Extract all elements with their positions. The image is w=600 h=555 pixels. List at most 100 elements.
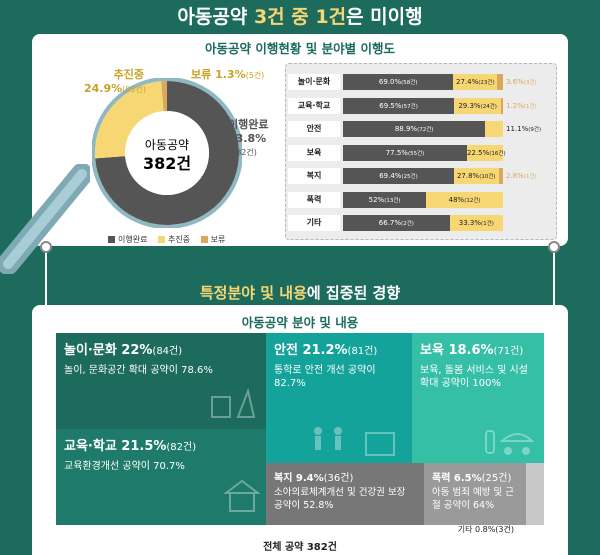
bar-count-label: (72건): [417, 127, 434, 133]
bar-segment-done: 69.4%(25건): [343, 168, 455, 184]
legend-swatch-progress: [158, 236, 165, 243]
donut-center-label: 아동공약: [145, 137, 189, 152]
bar-progress-count-label: (9건): [528, 127, 542, 133]
donut-center-value: 382건: [143, 154, 191, 173]
tile-safety-unit: (81건): [347, 346, 378, 357]
section-title-rest: 에 집중된 경향: [306, 284, 401, 302]
stacked-bar-chart: 놀이·문화 69.0%(58건) 27.4%(23건) 3.6%(3건) 교육·학교 69…: [285, 63, 557, 240]
tile-safety-title: 안전 21.2%: [274, 343, 348, 358]
bar-count-label: (23건): [478, 80, 495, 86]
other-label: 기타 0.8%(3건): [457, 525, 514, 534]
bar-count-label: (24건): [480, 103, 497, 110]
category-panel: 아동공약 분야 및 내용 놀이·문화 22%(84건) 놀이, 문화공간 확대 …: [32, 305, 568, 555]
tile-other: [526, 463, 544, 525]
bar-count-label: (55건): [407, 150, 425, 157]
bar-value-label: 77.5%: [385, 148, 408, 157]
bar-segment-progress: [485, 121, 503, 137]
connector-left: [45, 246, 47, 306]
tile-welfare: 복지 9.4%(36건) 소아의료체계개선 및 건강권 보장 공약이 52.8%: [266, 463, 424, 525]
legend-label-done: 이행완료: [118, 235, 148, 244]
bar-stack: 69.4%(25건) 27.8%(10건): [343, 168, 503, 184]
bar-value-label: 69.5%: [379, 101, 402, 110]
tile-edu-title: 교육·학교 21.5%: [64, 439, 167, 454]
legend-swatch-hold: [200, 236, 208, 243]
status-panel: 아동공약 이행현황 및 분야별 이행도 아동공약 382건 추진중 24.9%(9…: [0, 34, 568, 274]
headline-text-end: 은 미이행: [346, 6, 423, 28]
bar-value-label: 69.0%: [378, 78, 402, 86]
bar-progress-value-label: 11.1%: [506, 125, 529, 133]
connector-dot-right: [548, 241, 560, 253]
label-done: 이행완료 73.8% (282건): [228, 116, 268, 158]
bar-segment-hold: [501, 97, 503, 114]
bar-count-label: (1건): [481, 221, 494, 227]
tile-care-desc: 보육, 돌봄 서비스 및 시설 확대 공약이 100%: [420, 365, 528, 389]
tile-care-unit: (71건): [493, 346, 524, 357]
bar-segment-progress: 22.5%(16건): [467, 144, 506, 161]
bar-stack: 77.5%(55건) 22.5%(16건): [343, 144, 506, 161]
bar-count-label: (2건): [401, 221, 414, 227]
bar-segment-progress: 48%(12건): [426, 191, 503, 208]
donut-slice-hold: [161, 81, 167, 112]
legend-label-hold: 보류: [210, 235, 226, 244]
tile-welfare-unit: (36건): [323, 473, 354, 484]
bar-count-label: (10건): [479, 174, 496, 180]
tile-edu-desc: 교육환경개선 공약이 70.7%: [64, 461, 185, 472]
bar-count-label: (16건): [489, 150, 506, 157]
legend-label-progress: 추진중: [168, 235, 191, 244]
label-done-pct: 73.8%: [228, 132, 267, 145]
bar-value-label: 27.8%: [456, 172, 480, 180]
status-panel-title: 아동공약 이행현황 및 분야별 이행도: [205, 41, 395, 56]
bar-row: 보육 77.5%(55건) 22.5%(16건): [286, 144, 558, 161]
magnifier-handle-icon: [0, 164, 90, 274]
tile-care-title: 보육 18.6%: [420, 343, 494, 358]
bar-hold-count-label: (1건): [523, 103, 537, 110]
bar-hold-count-label: (1건): [523, 174, 537, 180]
donut-center: [125, 111, 209, 195]
tile-safety-desc: 통학로 안전 개선 공약이 82.7%: [274, 365, 376, 389]
tile-violence: 폭력 6.5%(25건) 아동 범죄 예방 및 근절 공약이 64%: [424, 463, 526, 525]
bar-category-label: 안전: [288, 121, 340, 137]
label-done-count: (282건): [228, 148, 257, 157]
donut-slice-progress: [95, 81, 164, 159]
bar-value-label: 29.3%: [458, 101, 481, 110]
bar-segment-hold: [498, 168, 503, 184]
tile-violence-title: 폭력 6.5%: [432, 473, 482, 484]
bar-row: 교육·학교 69.5%(57건) 29.3%(24건) 1.2%(1건): [286, 97, 558, 114]
bar-count-label: (58건): [401, 80, 418, 86]
bar-hold-value-label: 1.2%: [506, 101, 524, 110]
bar-value-label: 66.7%: [378, 219, 402, 227]
label-hold-pct: 1.3%: [215, 68, 246, 81]
bar-row: 복지 69.4%(25건) 27.8%(10건) 2.8%(1건): [286, 168, 558, 184]
bar-value-label: 69.4%: [379, 172, 402, 180]
bar-segment-done: 69.5%(57건): [343, 97, 455, 114]
bar-category-label: 놀이·문화: [288, 74, 340, 90]
bar-row: 놀이·문화 69.0%(58건) 27.4%(23건) 3.6%(3건): [286, 74, 558, 90]
bar-stack: 69.0%(58건) 27.4%(23건): [343, 74, 503, 90]
tile-edu-unit: (82건): [166, 442, 197, 453]
label-done-name: 이행완료: [228, 118, 269, 131]
tile-play-title: 놀이·문화 22%: [64, 343, 153, 358]
donut-slice-done: [95, 81, 239, 225]
tile-violence-unit: (25건): [481, 473, 512, 484]
label-hold-name: 보류: [191, 68, 212, 81]
tile-education: 교육·학교 21.5%(82건) 교육환경개선 공약이 70.7%: [56, 429, 266, 525]
label-hold-count: (5건): [245, 71, 265, 80]
tile-welfare-desc: 소아의료체계개선 및 건강권 보장 공약이 52.8%: [274, 487, 406, 511]
bar-value-label: 22.5%: [467, 148, 490, 157]
tile-violence-desc: 아동 범죄 예방 및 근절 공약이 64%: [432, 487, 514, 511]
bar-segment-progress: 29.3%(24건): [454, 97, 502, 114]
bar-hold-value-label: 3.6%: [506, 78, 524, 86]
label-hold: 보류 1.3%(5건): [191, 66, 264, 82]
label-in-progress-name: 추진중: [113, 68, 144, 81]
bar-value-label: 88.9%: [394, 125, 418, 133]
legend-swatch-done: [108, 236, 115, 243]
tile-play-culture: 놀이·문화 22%(84건) 놀이, 문화공간 확대 공약이 78.6%: [56, 333, 266, 429]
magnifier-rim: [92, 78, 242, 228]
bar-outside-label: 3.6%(3건): [506, 74, 537, 91]
tile-play-desc: 놀이, 문화공간 확대 공약이 78.6%: [64, 365, 213, 376]
bar-segment-done: 69.0%(58건): [343, 74, 454, 90]
connector-right: [553, 246, 555, 306]
label-in-progress-pct: 24.9%: [84, 82, 123, 95]
label-in-progress: 추진중 24.9%(95건): [84, 66, 146, 95]
bar-hold-count-label: (3건): [523, 80, 537, 86]
